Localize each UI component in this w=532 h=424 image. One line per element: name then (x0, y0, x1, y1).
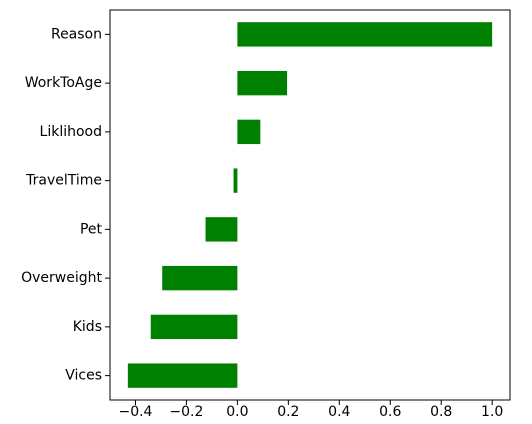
y-tick-label-traveltime: TravelTime (25, 173, 102, 189)
x-tick-label: −0.2 (169, 404, 203, 420)
bar-kids (150, 314, 238, 340)
bar-worktoage (237, 70, 288, 96)
bar-traveltime (233, 168, 238, 193)
y-tick-label-liklihood: Liklihood (40, 124, 102, 140)
x-tick-labels: −0.4 −0.2 0.0 0.2 0.4 0.6 0.8 1.0 (118, 404, 503, 420)
y-tick-label-pet: Pet (80, 221, 103, 237)
bar-reason (237, 22, 493, 47)
x-tick-label: 0.4 (328, 404, 350, 420)
x-tick-marks (134, 400, 493, 405)
x-tick-label: 0.2 (277, 404, 299, 420)
y-tick-labels: Reason WorkToAge Liklihood TravelTime Pet Ove… (21, 26, 102, 383)
x-tick-label: −0.4 (118, 404, 152, 420)
bars-group (127, 22, 493, 388)
x-tick-label: 0.0 (226, 404, 248, 420)
bar-pet (205, 217, 238, 242)
y-tick-label-worktoage: WorkToAge (25, 75, 102, 91)
bar-liklihood (237, 119, 261, 145)
bar-vices (127, 363, 238, 388)
plot-frame (109, 9, 511, 401)
x-tick-label: 1.0 (481, 404, 503, 420)
bar-overweight (162, 265, 238, 291)
y-tick-marks (105, 33, 110, 377)
y-tick-label-vices: Vices (65, 368, 102, 384)
y-tick-label-reason: Reason (51, 26, 102, 42)
x-tick-label: 0.6 (379, 404, 401, 420)
y-tick-label-overweight: Overweight (21, 270, 102, 286)
x-tick-label: 0.8 (430, 404, 452, 420)
y-tick-label-kids: Kids (73, 319, 102, 335)
